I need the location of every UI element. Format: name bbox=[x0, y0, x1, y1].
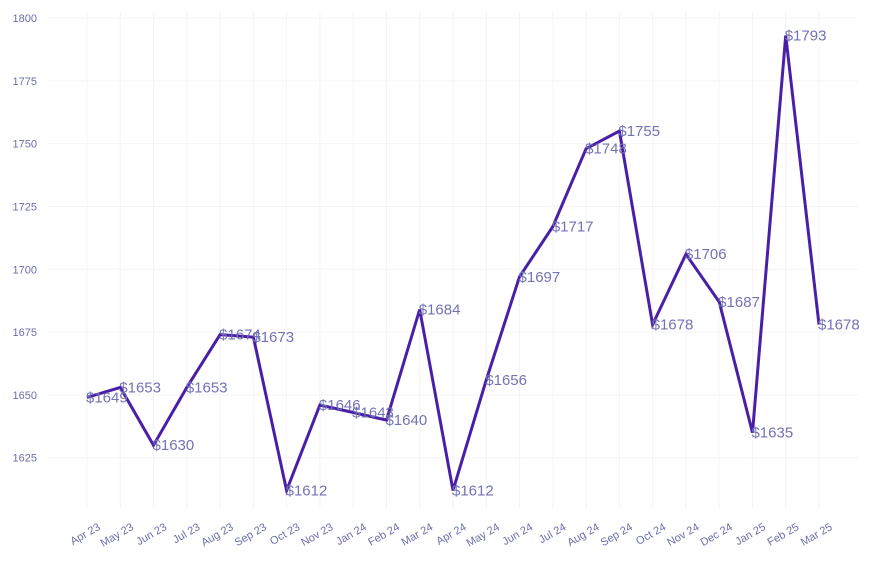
data-label: $1717 bbox=[552, 219, 594, 236]
data-label: $1635 bbox=[751, 425, 793, 442]
y-tick-label: 1650 bbox=[13, 390, 37, 402]
x-tick-label: Jul 23 bbox=[171, 521, 202, 546]
data-label: $1649 bbox=[86, 389, 128, 406]
x-tick-label: Apr 24 bbox=[434, 521, 468, 548]
series-line bbox=[86, 35, 821, 496]
y-tick-label: 1625 bbox=[13, 453, 37, 465]
y-tick-label: 1675 bbox=[13, 327, 37, 339]
x-tick-label: May 23 bbox=[99, 521, 136, 549]
grid-layer bbox=[48, 12, 858, 508]
data-label: $1643 bbox=[352, 405, 394, 422]
x-tick-label: Feb 24 bbox=[366, 521, 402, 549]
x-tick-label: Jun 24 bbox=[500, 521, 535, 548]
data-label: $1612 bbox=[286, 482, 328, 499]
data-label: $1706 bbox=[685, 246, 727, 263]
y-tick-label: 1750 bbox=[13, 139, 37, 151]
data-label: $1653 bbox=[119, 379, 161, 396]
x-tick-label: Jun 23 bbox=[134, 521, 169, 548]
data-label: $1630 bbox=[153, 437, 195, 454]
x-tick-label: Jan 24 bbox=[334, 521, 369, 548]
x-tick-label: Apr 23 bbox=[68, 521, 102, 548]
data-label: $1653 bbox=[186, 379, 228, 396]
data-label: $1646 bbox=[319, 397, 361, 414]
y-tick-label: 1775 bbox=[13, 76, 37, 88]
x-tick-label: Sep 23 bbox=[233, 521, 269, 549]
data-label-layer: $1649$1653$1630$1653$1674$1673$1612$1646… bbox=[86, 28, 860, 500]
data-label: $1687 bbox=[718, 294, 760, 311]
data-label: $1612 bbox=[452, 482, 494, 499]
data-label: $1640 bbox=[385, 412, 427, 429]
x-tick-label: Oct 23 bbox=[268, 521, 302, 548]
y-tick-label: 1725 bbox=[13, 201, 37, 213]
data-label: $1748 bbox=[585, 141, 627, 158]
data-label: $1678 bbox=[652, 317, 694, 334]
x-tick-label: Aug 23 bbox=[199, 521, 235, 549]
x-tick-label: Nov 24 bbox=[665, 521, 701, 549]
x-tick-label: Dec 24 bbox=[698, 521, 734, 549]
x-tick-label: Mar 25 bbox=[799, 521, 835, 549]
x-tick-label: May 24 bbox=[465, 521, 502, 549]
data-label: $1697 bbox=[519, 269, 561, 286]
data-label: $1673 bbox=[252, 329, 294, 346]
data-label: $1656 bbox=[485, 372, 527, 389]
x-tick-label: Nov 23 bbox=[299, 521, 335, 549]
y-tick-label: 1700 bbox=[13, 264, 37, 276]
y-axis-ticks: 1625 1650 1675 1700 1725 1750 1775 1800 bbox=[13, 13, 37, 465]
series-line-layer bbox=[86, 35, 821, 496]
y-tick-label: 1800 bbox=[13, 13, 37, 25]
data-label: $1674 bbox=[219, 327, 261, 344]
x-tick-label: Jan 25 bbox=[733, 521, 768, 548]
data-label: $1793 bbox=[785, 28, 827, 45]
x-tick-label: Aug 24 bbox=[565, 521, 601, 549]
x-tick-label: Sep 24 bbox=[599, 521, 635, 549]
data-label: $1678 bbox=[818, 317, 860, 334]
x-tick-label: Feb 25 bbox=[766, 521, 802, 549]
x-tick-label: Mar 24 bbox=[400, 521, 436, 549]
x-tick-label: Jul 24 bbox=[537, 521, 568, 546]
data-label: $1755 bbox=[618, 123, 660, 140]
data-label: $1684 bbox=[419, 301, 461, 318]
x-tick-label: Oct 24 bbox=[634, 521, 668, 548]
